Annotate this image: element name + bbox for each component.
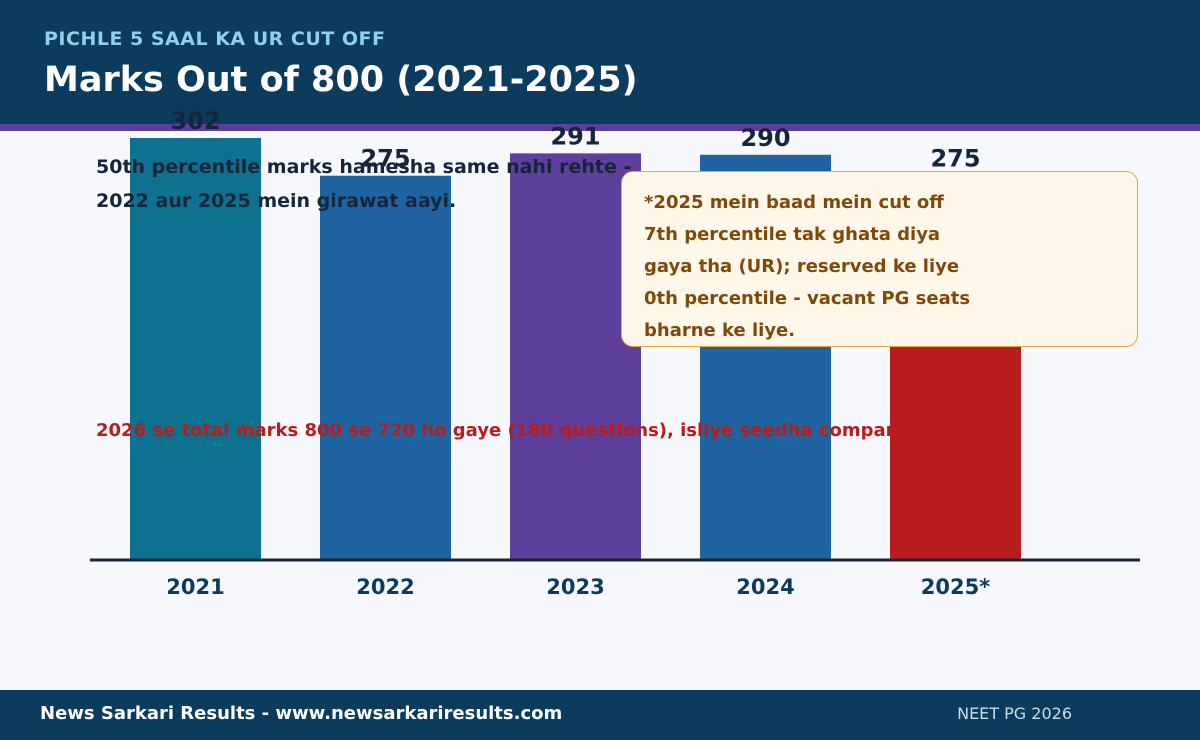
callout-line: gaya tha (UR); reserved ke liye [644, 256, 960, 277]
trend-note: 50th percentile marks hamesha same nahi … [96, 150, 796, 218]
x-tick-label: 2024 [736, 575, 794, 599]
trend-note-line-2: 2022 aur 2025 mein girawat aayi. [96, 190, 457, 212]
bar-2023 [510, 153, 641, 561]
cutoff-callout: *2025 mein baad mein cut off 7th percent… [621, 171, 1138, 347]
x-tick-label: 2025* [921, 575, 990, 599]
bar-2021 [130, 138, 261, 560]
trend-note-line-1: 50th percentile marks hamesha same nahi … [96, 156, 632, 178]
bar-value-label: 291 [550, 122, 600, 150]
callout-line: 7th percentile tak ghata diya [644, 224, 941, 245]
bar-value-label: 290 [740, 124, 790, 152]
footer-bar: News Sarkari Results - www.newsarkarires… [0, 690, 1200, 740]
bar-2022 [320, 175, 451, 561]
x-tick-label: 2021 [166, 575, 224, 599]
footer-site-credit: News Sarkari Results - www.newsarkarires… [40, 703, 563, 724]
x-tick-label: 2022 [356, 575, 414, 599]
callout-line: bharne ke liye. [644, 320, 796, 341]
callout-line: *2025 mein baad mein cut off [644, 192, 944, 213]
bar-value-label: 275 [360, 145, 410, 173]
bar-value-label: 302 [170, 107, 220, 135]
header-kicker: PICHLE 5 SAAL KA UR CUT OFF [44, 28, 386, 50]
footer-exam-tag: NEET PG 2026 [957, 704, 1072, 723]
header-banner [0, 0, 1200, 124]
bar-value-label: 275 [930, 145, 980, 173]
callout-line: 0th percentile - vacant PG seats [644, 288, 971, 309]
header-accent-strip [0, 124, 1200, 131]
marks-change-warning: 2026 se total marks 800 se 720 ho gaye (… [96, 420, 1016, 441]
x-tick-label: 2023 [546, 575, 604, 599]
page-title: Marks Out of 800 (2021-2025) [44, 60, 638, 100]
